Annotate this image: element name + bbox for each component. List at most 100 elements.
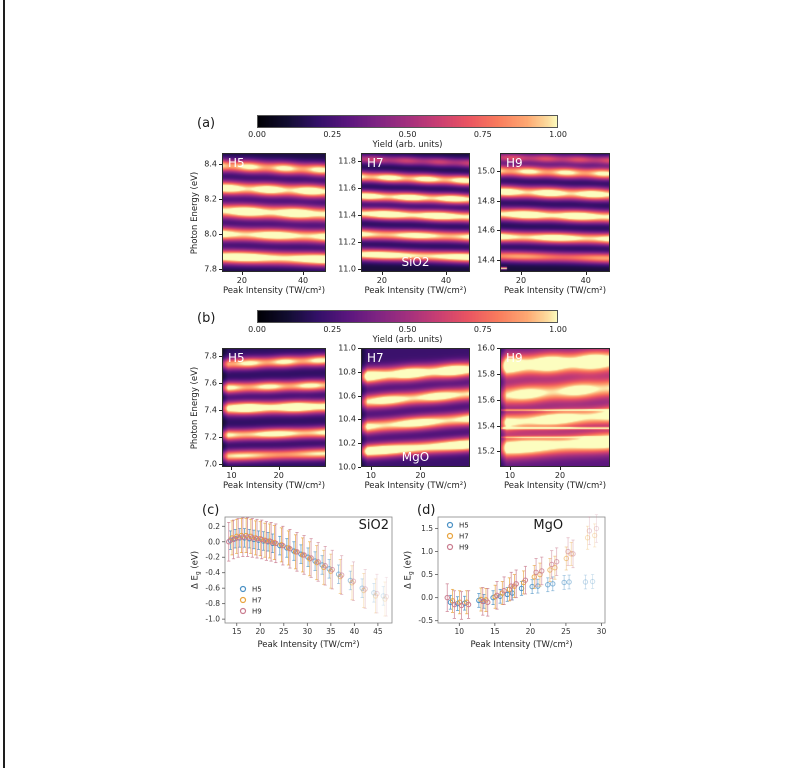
y-tick-label: -0.2 [205, 553, 220, 562]
data-point [349, 580, 355, 586]
x-tickmark [510, 467, 511, 470]
y-tick-label: 1.0 [421, 547, 433, 556]
x-tick-label: 25 [279, 627, 289, 636]
y-tickmark [358, 161, 361, 163]
y-tick-label: 15.0 [477, 166, 495, 176]
scatter-plot-c: 15 20 25 30 35 40 45 0.2 0.0 -0.2 -0.4 -0.6 -0.8 -1.0… [205, 516, 393, 650]
data-point [230, 536, 237, 543]
legend-label: H7 [252, 597, 262, 605]
x-tick-label: 40 [580, 276, 591, 285]
colorbar-tick-label: 0.50 [398, 325, 417, 334]
y-tick-label: 8.4 [204, 159, 217, 168]
x-tickmark [278, 467, 280, 470]
x-tickmark [445, 272, 447, 275]
axis-ylabel-part: Δ E [190, 575, 201, 590]
x-tick-label: 10 [504, 471, 516, 480]
x-tickmark [303, 272, 305, 275]
y-tick-label: 1.5 [421, 524, 433, 533]
x-tick-label: 20 [256, 627, 266, 636]
y-tickmark [358, 348, 361, 349]
data-point [539, 568, 545, 574]
y-tick-label: 14.8 [477, 196, 495, 206]
material-label: MgO [401, 450, 430, 464]
data-point [565, 548, 571, 555]
data-point [280, 542, 286, 549]
panel-a-label: (a) [197, 116, 216, 131]
y-tickmark [497, 348, 500, 349]
y-tick-label: 11.6 [338, 183, 356, 193]
axis-xlabel: Peak Intensity (TW/cm²) [364, 286, 467, 296]
data-point [561, 579, 567, 586]
axis-ylabel-part: Δ E [403, 575, 414, 590]
data-point [294, 549, 300, 555]
y-tickmark [358, 269, 361, 271]
x-tick-label: 30 [303, 627, 313, 636]
y-tickmark [219, 198, 222, 200]
data-point [533, 569, 539, 576]
legend-marker [239, 607, 247, 615]
x-tick-label: 25 [561, 627, 571, 636]
y-tickmark [358, 419, 361, 421]
data-point [566, 579, 572, 585]
legend-marker [446, 543, 454, 551]
colorbar-tick-label: 1.00 [549, 325, 567, 334]
colorbar-tick-label: 0.75 [473, 325, 492, 334]
data-point [287, 546, 293, 552]
x-tick-label: 10 [365, 471, 376, 480]
y-tick-label: 7.6 [204, 378, 217, 388]
y-tick-label: 0.0 [208, 537, 220, 546]
y-tick-label: 11.0 [338, 264, 356, 274]
y-tick-label: 8.2 [204, 194, 217, 203]
y-tick-label: 11.0 [338, 343, 356, 353]
legend-label: H5 [459, 522, 469, 530]
data-point [485, 599, 491, 605]
y-tick-label: -0.4 [205, 568, 220, 577]
y-tick-label: 7.8 [204, 351, 217, 361]
y-tickmark [497, 399, 500, 401]
colorbar-tick-label: 0.00 [248, 325, 266, 334]
y-tick-label: 0.0 [421, 593, 433, 602]
x-tickmark [420, 467, 422, 470]
data-point [547, 567, 553, 573]
axis-xlabel: Peak Intensity (TW/cm²) [222, 481, 326, 491]
data-point [549, 561, 555, 568]
data-point [226, 539, 232, 545]
y-tickmark [219, 464, 222, 466]
legend-label: H9 [252, 608, 262, 616]
colorbar-tick-label: 0.25 [323, 325, 342, 334]
y-tick-label: 15.2 [477, 446, 495, 456]
y-tick-label: 10.0 [338, 462, 356, 472]
data-point [308, 555, 314, 561]
data-point [522, 577, 529, 583]
colorbar-a [257, 115, 558, 128]
x-tick-label: 20 [415, 471, 426, 480]
data-point [321, 564, 327, 570]
data-point [362, 586, 368, 592]
harmonic-label: H7 [367, 156, 384, 170]
data-point [593, 525, 600, 532]
data-point [374, 590, 380, 597]
x-tick-label: 20 [376, 276, 387, 285]
x-tick-label: 10 [455, 627, 465, 636]
colorbar-tick-label: 1.00 [549, 130, 567, 139]
y-tick-label: 16.0 [477, 343, 495, 353]
y-tickmark [219, 437, 222, 439]
harmonic-label: H9 [506, 156, 523, 170]
harmonic-label: H9 [506, 351, 523, 365]
data-point [586, 528, 593, 534]
y-tick-label: 7.8 [204, 264, 217, 273]
data-point [552, 564, 558, 571]
x-tick-label: 35 [326, 627, 336, 636]
data-point [383, 593, 390, 600]
legend-item: H9 [446, 543, 469, 552]
scatter-plot-d: 10 15 20 25 30 -0.5 0.0 0.5 1.0 1.5 Peak Intensity… [418, 514, 606, 650]
y-tick-label: 7.4 [204, 405, 217, 415]
heatmap-a_h7 [361, 153, 470, 272]
data-point [229, 535, 235, 541]
data-point [444, 594, 450, 601]
data-point [380, 593, 386, 599]
data-point [480, 598, 486, 605]
data-point [382, 596, 388, 602]
data-point [494, 592, 500, 599]
y-tickmark [358, 215, 361, 217]
